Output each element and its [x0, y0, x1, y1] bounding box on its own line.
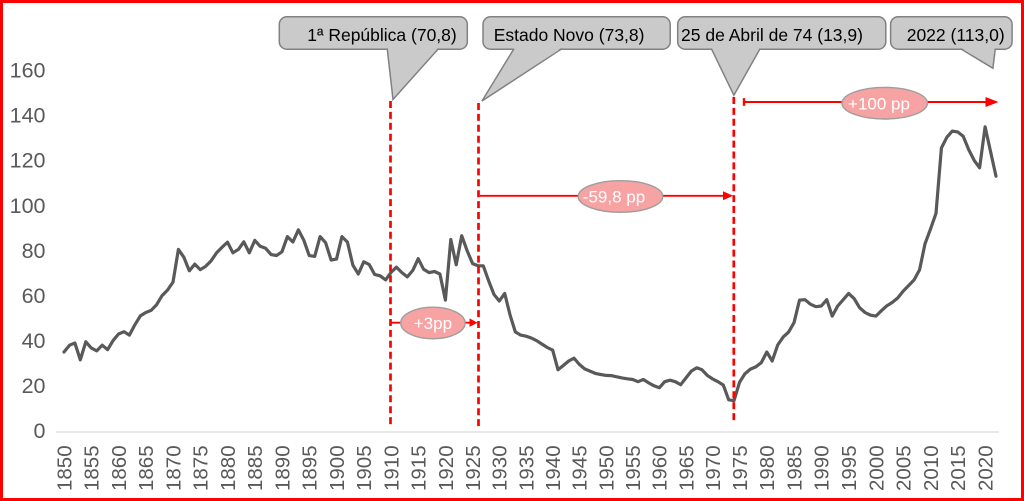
svg-text:1940: 1940: [542, 445, 565, 491]
svg-text:1985: 1985: [783, 445, 806, 491]
svg-text:1945: 1945: [569, 445, 592, 491]
svg-text:1870: 1870: [162, 445, 185, 491]
svg-text:+3pp: +3pp: [414, 314, 452, 333]
svg-text:40: 40: [22, 329, 46, 353]
svg-text:1935: 1935: [515, 445, 538, 491]
svg-text:1865: 1865: [135, 445, 158, 491]
svg-text:Estado Novo (73,8): Estado Novo (73,8): [494, 25, 645, 45]
svg-text:1855: 1855: [81, 445, 104, 491]
svg-text:1965: 1965: [675, 445, 698, 491]
svg-text:1885: 1885: [244, 445, 267, 491]
svg-text:1995: 1995: [838, 445, 861, 491]
svg-text:160: 160: [10, 59, 46, 83]
svg-text:2022 (113,0): 2022 (113,0): [907, 25, 1005, 45]
svg-text:1900: 1900: [326, 445, 349, 491]
svg-text:1920: 1920: [435, 445, 458, 491]
svg-text:25 de Abril de 74 (13,9): 25 de Abril de 74 (13,9): [681, 25, 863, 45]
svg-text:1850: 1850: [53, 445, 76, 491]
svg-text:1875: 1875: [190, 445, 213, 491]
svg-text:1860: 1860: [108, 445, 131, 491]
svg-text:120: 120: [10, 149, 46, 173]
svg-text:2000: 2000: [865, 445, 888, 491]
svg-text:0: 0: [34, 419, 46, 443]
svg-text:1895: 1895: [299, 445, 322, 491]
svg-text:1955: 1955: [622, 445, 645, 491]
svg-text:1950: 1950: [595, 445, 618, 491]
svg-text:20: 20: [22, 374, 46, 398]
svg-text:1880: 1880: [217, 445, 240, 491]
svg-text:1960: 1960: [649, 445, 672, 491]
svg-text:+100 pp: +100 pp: [848, 94, 910, 113]
svg-text:1975: 1975: [729, 445, 752, 491]
svg-text:1930: 1930: [489, 445, 512, 491]
svg-text:1905: 1905: [353, 445, 376, 491]
svg-text:2005: 2005: [893, 445, 916, 491]
svg-text:1915: 1915: [408, 445, 431, 491]
svg-text:1910: 1910: [380, 445, 403, 491]
svg-text:1890: 1890: [271, 445, 294, 491]
svg-text:100: 100: [10, 194, 46, 218]
svg-text:1980: 1980: [756, 445, 779, 491]
svg-text:1990: 1990: [811, 445, 834, 491]
svg-text:-59,8 pp: -59,8 pp: [583, 188, 645, 207]
svg-text:2010: 2010: [920, 445, 943, 491]
svg-text:140: 140: [10, 104, 46, 128]
svg-text:80: 80: [22, 239, 46, 263]
svg-text:1ª República (70,8): 1ª República (70,8): [307, 25, 456, 45]
svg-text:1970: 1970: [702, 445, 725, 491]
svg-text:1925: 1925: [462, 445, 485, 491]
svg-text:2020: 2020: [975, 445, 998, 491]
svg-text:60: 60: [22, 284, 46, 308]
svg-text:2015: 2015: [947, 445, 970, 491]
